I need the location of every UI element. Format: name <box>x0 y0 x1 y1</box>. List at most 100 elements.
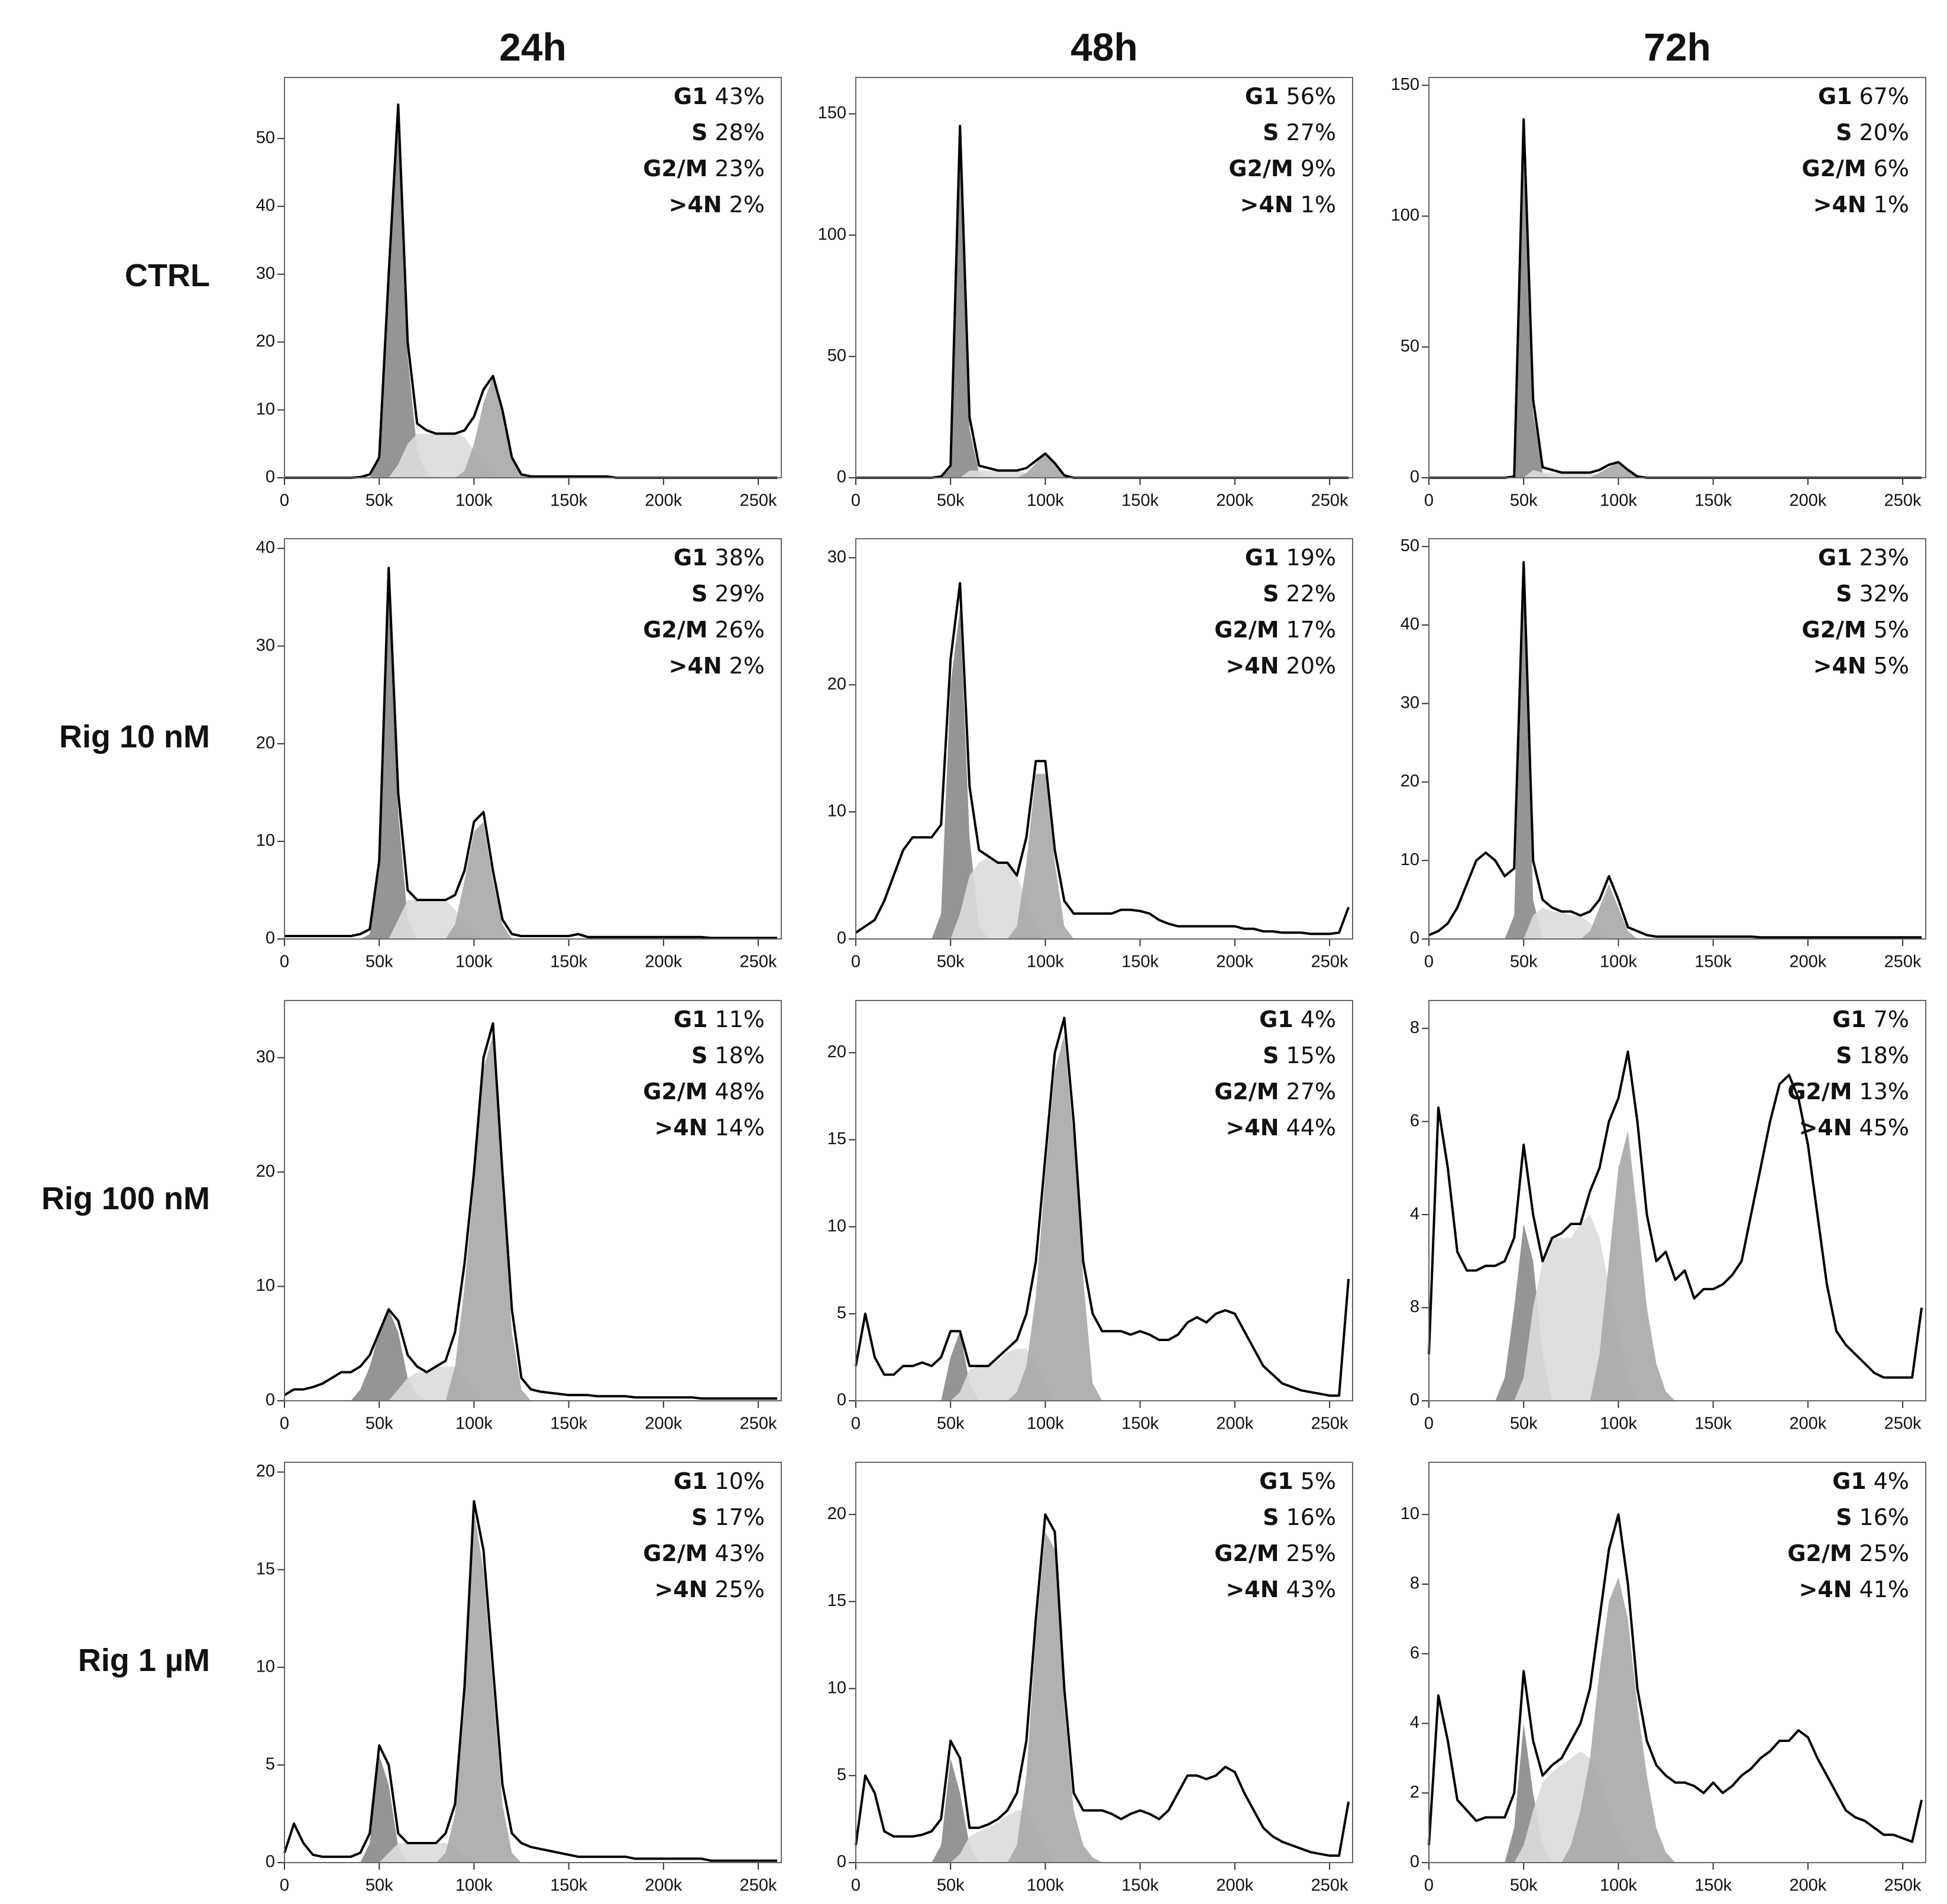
y-tick-label: 8 <box>1410 1574 1419 1593</box>
y-tick-label: 0 <box>266 1853 275 1871</box>
phase-annotation: S 32% <box>1836 581 1909 607</box>
x-tick-label: 100k <box>1027 491 1064 510</box>
x-tick-label: 50k <box>1510 1876 1538 1895</box>
y-tick-label: 20 <box>827 1504 846 1523</box>
phase-annotation: S 22% <box>1263 581 1336 607</box>
y-tick-label: 20 <box>1401 772 1419 791</box>
x-tick-label: 150k <box>550 1876 587 1895</box>
x-tick-label: 50k <box>1510 953 1538 972</box>
phase-annotation: S 18% <box>1836 1042 1909 1068</box>
x-tick-label: 50k <box>937 491 965 510</box>
phase-area <box>284 1309 778 1401</box>
x-tick-label: 150k <box>1121 1414 1159 1433</box>
column-title: 24h <box>499 25 567 69</box>
x-tick-label: 200k <box>1789 1876 1826 1895</box>
phase-annotation: >4N 2% <box>669 192 765 218</box>
row-label: CTRL <box>125 258 210 293</box>
y-tick-label: 20 <box>827 1042 846 1061</box>
phase-name: G2/M <box>1787 1540 1852 1566</box>
phase-annotation: S 16% <box>1263 1504 1336 1530</box>
y-tick-label: 0 <box>1410 929 1419 948</box>
x-tick-label: 250k <box>740 1414 777 1433</box>
phase-area <box>284 433 778 478</box>
y-tick-label: 0 <box>1410 1853 1419 1871</box>
x-tick-label: 150k <box>1694 1876 1732 1895</box>
phase-annotation: G2/M 43% <box>643 1540 765 1566</box>
phase-area <box>284 118 778 478</box>
x-tick-label: 0 <box>1424 1414 1434 1433</box>
x-tick-label: 150k <box>550 1414 587 1433</box>
phase-percent: 23% <box>715 156 765 182</box>
row-label: Rig 1 µM <box>78 1643 210 1678</box>
phase-name: S <box>1263 1504 1279 1530</box>
phase-percent: 13% <box>1859 1079 1909 1105</box>
phase-area <box>856 1331 1349 1401</box>
phase-annotation: S 18% <box>691 1042 765 1068</box>
phase-name: >4N <box>1799 1576 1852 1602</box>
phase-percent: 44% <box>1286 1115 1336 1141</box>
phase-annotation: G2/M 6% <box>1802 156 1909 182</box>
x-tick-label: 0 <box>851 491 861 510</box>
phase-name: >4N <box>1813 192 1867 218</box>
y-tick-label: 50 <box>1401 336 1419 355</box>
plot-frame <box>284 77 782 478</box>
x-tick-label: 250k <box>740 953 777 972</box>
phase-name: G1 <box>1818 83 1852 109</box>
x-tick-label: 50k <box>366 491 393 510</box>
phase-name: G2/M <box>643 156 707 182</box>
x-tick-label: 250k <box>1884 1876 1922 1895</box>
y-tick-label: 30 <box>256 1047 275 1066</box>
x-tick-label: 150k <box>1694 491 1732 510</box>
y-tick-label: 30 <box>1401 693 1419 712</box>
phase-percent: 45% <box>1859 1115 1909 1141</box>
x-tick-label: 100k <box>455 953 493 972</box>
phase-name: >4N <box>669 653 722 679</box>
phase-percent: 43% <box>715 83 765 109</box>
phase-name: >4N <box>1225 1115 1279 1141</box>
x-tick-label: 0 <box>280 1414 289 1433</box>
y-tick-label: 50 <box>256 128 275 147</box>
phase-name: >4N <box>669 192 722 218</box>
x-tick-label: 250k <box>1884 491 1922 510</box>
phase-name: G1 <box>1245 545 1279 571</box>
phase-name: G1 <box>1245 83 1279 109</box>
phase-name: G2/M <box>643 617 707 643</box>
phase-name: G1 <box>674 1006 708 1032</box>
column-title: 72h <box>1644 25 1711 69</box>
x-tick-label: 250k <box>1884 953 1922 972</box>
x-tick-label: 150k <box>1121 1876 1159 1895</box>
x-tick-label: 100k <box>1600 491 1637 510</box>
row-label: Rig 10 nM <box>59 719 210 755</box>
phase-annotation: G1 5% <box>1259 1468 1336 1494</box>
x-tick-label: 250k <box>740 491 777 510</box>
phase-annotation: >4N 14% <box>654 1115 765 1141</box>
plot-frame <box>855 538 1353 940</box>
histogram-line <box>855 1016 1350 1397</box>
x-tick-label: 0 <box>851 1414 861 1433</box>
phase-name: G1 <box>1832 1006 1867 1032</box>
phase-area <box>856 138 1349 478</box>
phase-percent: 29% <box>715 581 765 607</box>
x-tick-label: 0 <box>280 1876 289 1895</box>
histogram-line <box>855 582 1350 935</box>
plot-frame <box>855 1462 1353 1863</box>
x-tick-label: 50k <box>1510 491 1538 510</box>
phase-percent: 9% <box>1301 156 1336 182</box>
phase-area <box>856 608 1349 939</box>
plot-frame <box>855 77 1353 478</box>
y-tick-label: 0 <box>837 929 846 948</box>
phase-area <box>1429 1751 1922 1863</box>
phase-area <box>1429 1215 1922 1401</box>
x-tick-label: 150k <box>1121 953 1159 972</box>
y-tick-label: 0 <box>837 1853 846 1871</box>
histogram-line <box>283 1022 778 1400</box>
phase-annotation: G1 4% <box>1832 1468 1909 1494</box>
y-tick-label: 40 <box>256 538 275 557</box>
y-tick-label: 10 <box>827 1216 846 1235</box>
x-tick-label: 150k <box>1694 953 1732 972</box>
y-tick-label: 15 <box>256 1559 275 1578</box>
phase-area <box>1429 884 1922 939</box>
phase-name: S <box>1836 581 1852 607</box>
phase-percent: 20% <box>1859 119 1909 145</box>
